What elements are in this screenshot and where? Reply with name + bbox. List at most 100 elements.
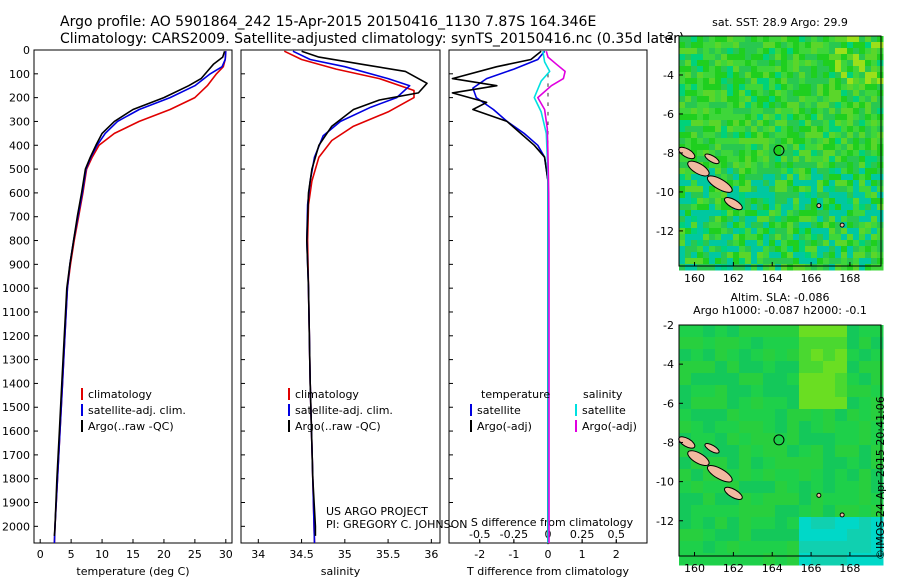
map-cell: [793, 156, 800, 163]
map-cell: [877, 156, 884, 163]
map-cell: [799, 78, 806, 85]
salinity-frame: [240, 49, 441, 544]
map-cell: [751, 168, 758, 175]
map-cell: [829, 198, 836, 205]
map-cell: [685, 66, 692, 73]
map-cell: [823, 433, 836, 446]
depth-tick-label: 1000: [2, 282, 30, 295]
difference-xtick-label: -2: [474, 548, 485, 561]
map-cell: [769, 36, 776, 43]
map-cell: [787, 457, 800, 470]
map-cell: [823, 42, 830, 49]
map-cell: [871, 361, 884, 374]
map-cell: [781, 168, 788, 175]
map-cell: [757, 240, 764, 247]
map-cell: [865, 126, 872, 133]
map-cell: [787, 445, 800, 458]
map-cell: [781, 138, 788, 145]
map-cell: [787, 228, 794, 235]
map-cell: [703, 138, 710, 145]
map-cell: [733, 246, 740, 253]
map-cell: [703, 397, 716, 410]
map-cell: [817, 258, 824, 265]
map-cell: [787, 174, 794, 181]
map-cell: [829, 120, 836, 127]
map-cell: [679, 373, 692, 386]
map-cell: [835, 481, 848, 494]
s-axis-label: S difference from climatology: [471, 516, 634, 529]
map-cell: [817, 42, 824, 49]
map-cell: [805, 48, 812, 55]
depth-tick-label: 1800: [2, 473, 30, 486]
map-cell: [727, 72, 734, 79]
map-cell: [733, 78, 740, 85]
map-cell: [805, 204, 812, 211]
map-cell: [715, 78, 722, 85]
map-cell: [817, 186, 824, 193]
map-cell: [859, 198, 866, 205]
map-cell: [817, 150, 824, 157]
map-cell: [745, 204, 752, 211]
map-cell: [685, 138, 692, 145]
map-cell: [865, 162, 872, 169]
map-cell: [757, 210, 764, 217]
map-cell: [823, 553, 836, 566]
map-cell: [775, 90, 782, 97]
temperature-legend-label: satellite-adj. clim.: [88, 404, 186, 417]
map-cell: [715, 108, 722, 115]
map-cell: [781, 162, 788, 169]
map-cell: [823, 162, 830, 169]
map-cell: [763, 150, 770, 157]
map-cell: [751, 96, 758, 103]
map-cell: [847, 66, 854, 73]
map-cell: [709, 114, 716, 121]
sst-map: 160 162 164 166 168-2-4-6-8-10-12: [656, 30, 884, 285]
map-cell: [847, 433, 860, 446]
map-cell: [799, 54, 806, 61]
map-cell: [679, 264, 686, 271]
map-cell: [817, 90, 824, 97]
map-cell: [823, 234, 830, 241]
map-cell: [775, 325, 788, 338]
map-cell: [823, 96, 830, 103]
map-cell: [811, 114, 818, 121]
map-cell: [781, 60, 788, 67]
map-cell: [859, 493, 872, 506]
map-cell: [709, 54, 716, 61]
map-cell: [847, 349, 860, 362]
depth-tick-label: 900: [9, 258, 30, 271]
map-cell: [865, 78, 872, 85]
map-cell: [793, 198, 800, 205]
map-cell: [853, 42, 860, 49]
map-cell: [835, 48, 842, 55]
map-cell: [775, 96, 782, 103]
map-cell: [799, 264, 806, 271]
map-cell: [787, 337, 800, 350]
map-cell: [787, 78, 794, 85]
map-cell: [853, 234, 860, 241]
map-cell: [835, 222, 842, 229]
map-cell: [799, 174, 806, 181]
map-cell: [835, 457, 848, 470]
map-cell: [877, 144, 884, 151]
map-cell: [727, 433, 740, 446]
map-cell: [841, 180, 848, 187]
map-cell: [727, 421, 740, 434]
map-cell: [769, 216, 776, 223]
map-cell: [703, 162, 710, 169]
map-cell: [751, 433, 764, 446]
map-cell: [823, 252, 830, 259]
map-cell: [697, 84, 704, 91]
map-cell: [847, 114, 854, 121]
map-cell: [751, 138, 758, 145]
map-cell: [865, 90, 872, 97]
map-cell: [853, 120, 860, 127]
map-cell: [745, 252, 752, 259]
map-cell: [871, 385, 884, 398]
map-cell: [739, 234, 746, 241]
map-cell: [763, 60, 770, 67]
map-cell: [781, 174, 788, 181]
map-cell: [811, 361, 824, 374]
map-cell: [787, 481, 800, 494]
map-cell: [871, 102, 878, 109]
